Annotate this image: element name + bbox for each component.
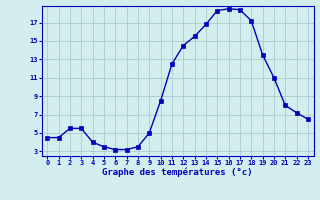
X-axis label: Graphe des températures (°c): Graphe des températures (°c) (102, 168, 253, 177)
